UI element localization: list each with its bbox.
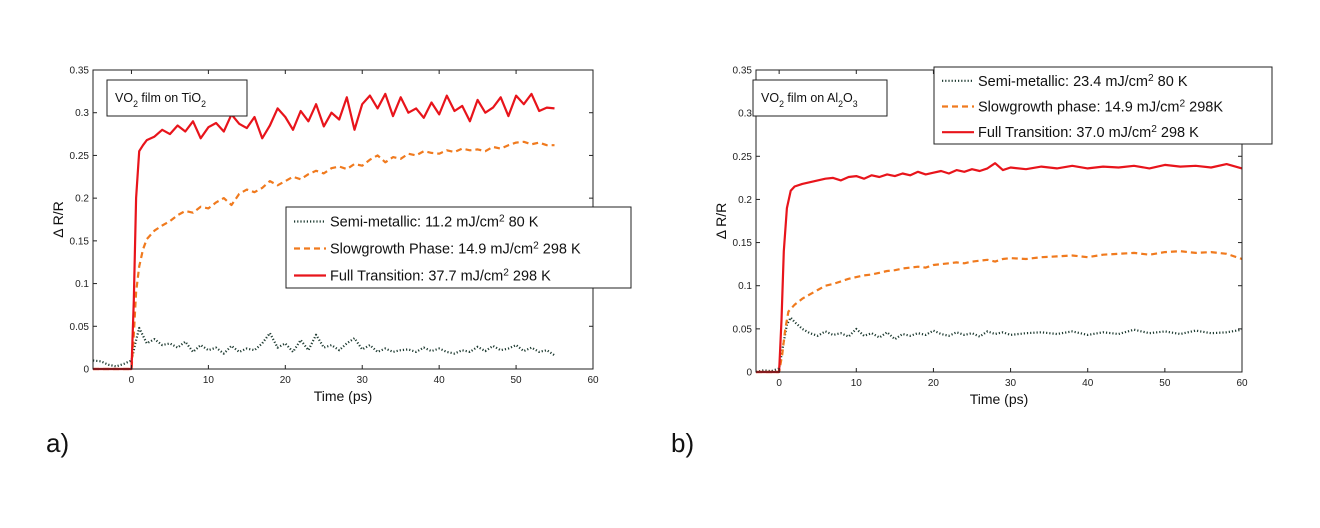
x-tick-label: 50 [1159,378,1171,389]
y-tick-label: 0.3 [738,109,752,120]
x-tick-label: 10 [203,375,215,386]
svg-text:VO2 film on TiO2: VO2 film on TiO2 [115,91,206,109]
y-tick-label: 0.35 [733,66,753,77]
y-tick-label: 0.35 [70,66,90,77]
series-full [756,162,1243,374]
panel-label-a: a) [46,428,69,458]
legend-label-semi: Semi-metallic: 23.4 mJ/cm2 80 K [978,72,1188,90]
series-full [93,92,555,371]
x-tick-label: 40 [434,375,446,386]
y-tick-label: 0 [83,365,89,376]
x-tick-label: 0 [129,375,135,386]
chart-b-legend: Semi-metallic: 23.4 mJ/cm2 80 K Slowgrow… [933,66,1273,145]
legend-entry-semi: Semi-metallic: 11.2 mJ/cm2 80 K [294,213,539,231]
legend-label-slow: Slowgrowth phase: 14.9 mJ/cm2 298K [978,98,1223,116]
y-tick-label: 0.25 [733,152,753,163]
legend-entry-full: Full Transition: 37.7 mJ/cm2 298 K [294,267,551,285]
x-tick-label: 30 [357,375,369,386]
y-tick-label: 0.3 [75,108,89,119]
panel-label-b: b) [671,428,694,458]
legend-entry-slow: Slowgrowth phase: 14.9 mJ/cm2 298K [942,98,1223,116]
series-semi [755,316,1243,374]
y-tick-label: 0.15 [733,238,753,249]
y-tick-label: 0.2 [75,194,89,205]
series-slow [93,140,555,371]
x-tick-label: 60 [1236,378,1248,389]
x-tick-label: 20 [280,375,292,386]
legend-label-slow: Slowgrowth Phase: 14.9 mJ/cm2 298 K [330,240,581,258]
chart-a-series [92,92,556,371]
chart-a-legend: Semi-metallic: 11.2 mJ/cm2 80 K Slowgrow… [285,206,632,289]
series-slow [756,250,1243,374]
svg-text:VO2 film on Al2O3: VO2 film on Al2O3 [761,91,858,109]
legend-label-full: Full Transition: 37.7 mJ/cm2 298 K [330,267,551,285]
x-tick-label: 20 [928,378,940,389]
chart-a-annotation: VO2 film on TiO2 [106,79,248,117]
chart-b: 0 10 20 30 40 50 6000.050.10.150.20.250.30.35 … [671,66,1273,458]
x-tick-label: 10 [851,378,863,389]
chart-a: 0 10 20 30 40 50 6000.050.10.150.20.250.30.35 … [46,66,632,458]
chart-b-xlabel: Time (ps) [970,391,1029,407]
x-tick-label: 50 [511,375,523,386]
y-tick-label: 0 [746,368,752,379]
y-tick-label: 0.05 [70,322,90,333]
legend-entry-full: Full Transition: 37.0 mJ/cm2 298 K [942,124,1199,142]
chart-b-ylabel: Δ R/R [713,203,729,240]
y-tick-label: 0.1 [738,281,752,292]
chart-a-ylabel: Δ R/R [50,201,66,238]
x-tick-label: 0 [776,378,782,389]
chart-a-xlabel: Time (ps) [314,388,373,404]
series-semi [92,326,556,368]
y-tick-label: 0.15 [70,236,90,247]
x-tick-label: 30 [1005,378,1017,389]
y-tick-label: 0.25 [70,151,90,162]
x-tick-label: 60 [587,375,599,386]
x-tick-label: 40 [1082,378,1094,389]
y-tick-label: 0.2 [738,195,752,206]
chart-b-series [755,162,1243,374]
legend-entry-semi: Semi-metallic: 23.4 mJ/cm2 80 K [942,72,1188,90]
y-tick-label: 0.05 [733,324,753,335]
chart-b-annotation: VO2 film on Al2O3 [752,79,888,117]
legend-label-semi: Semi-metallic: 11.2 mJ/cm2 80 K [330,213,539,231]
legend-entry-slow: Slowgrowth Phase: 14.9 mJ/cm2 298 K [294,240,581,258]
legend-label-full: Full Transition: 37.0 mJ/cm2 298 K [978,124,1199,142]
y-tick-label: 0.1 [75,279,89,290]
